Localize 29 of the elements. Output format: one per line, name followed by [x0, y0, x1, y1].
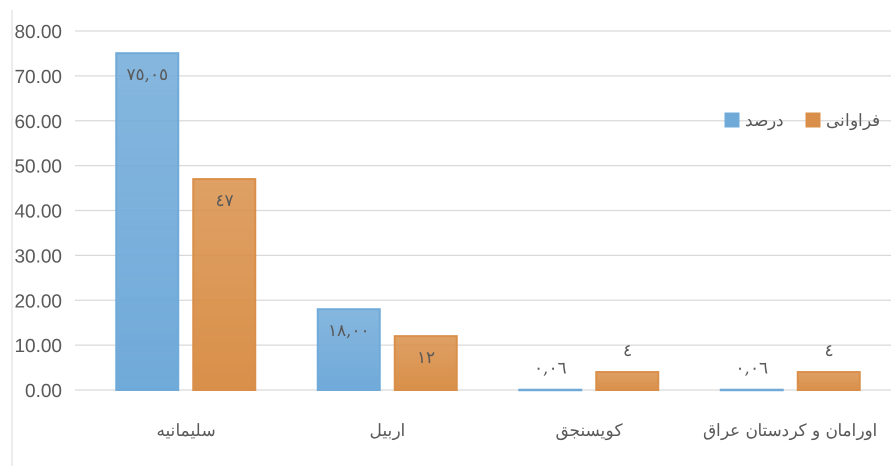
- y-tick-label: 10.00: [14, 336, 62, 358]
- data-label: ٠,٠٦: [736, 358, 768, 379]
- data-label: ٠,٠٦: [534, 358, 566, 379]
- bar: [796, 371, 861, 391]
- bar: [115, 52, 180, 391]
- data-label: ٤: [824, 341, 834, 362]
- data-label: ٤: [622, 341, 632, 362]
- y-tick-label: 40.00: [14, 202, 62, 222]
- y-tick-label: 80.00: [14, 22, 62, 43]
- y-tick-label: 70.00: [14, 66, 62, 88]
- bar: [595, 371, 660, 391]
- bar: [192, 178, 256, 391]
- y-tick-label: 0.00: [25, 381, 62, 402]
- bar: [316, 308, 381, 391]
- x-tick-label: کویسنجق: [555, 421, 624, 441]
- y-tick-label: 50.00: [14, 156, 62, 178]
- x-tick-label: سلیمانیه: [156, 421, 216, 441]
- bar: [394, 335, 458, 391]
- data-label: ٤٧: [215, 191, 234, 212]
- legend-label: درصد: [745, 111, 784, 131]
- y-tick-label: 20.00: [14, 291, 62, 312]
- data-label: ٧٥,٠٥: [126, 65, 168, 86]
- legend-label: فراوانی: [826, 111, 880, 131]
- y-tick-label: 60.00: [14, 112, 62, 133]
- data-label: ١٢: [416, 348, 435, 368]
- data-label: ١٨,٠٠: [328, 321, 370, 342]
- y-tick-label: 30.00: [14, 246, 62, 268]
- x-tick-label: اورامان و کردستان عراق: [703, 421, 878, 441]
- x-tick-label: اربیل: [369, 421, 406, 441]
